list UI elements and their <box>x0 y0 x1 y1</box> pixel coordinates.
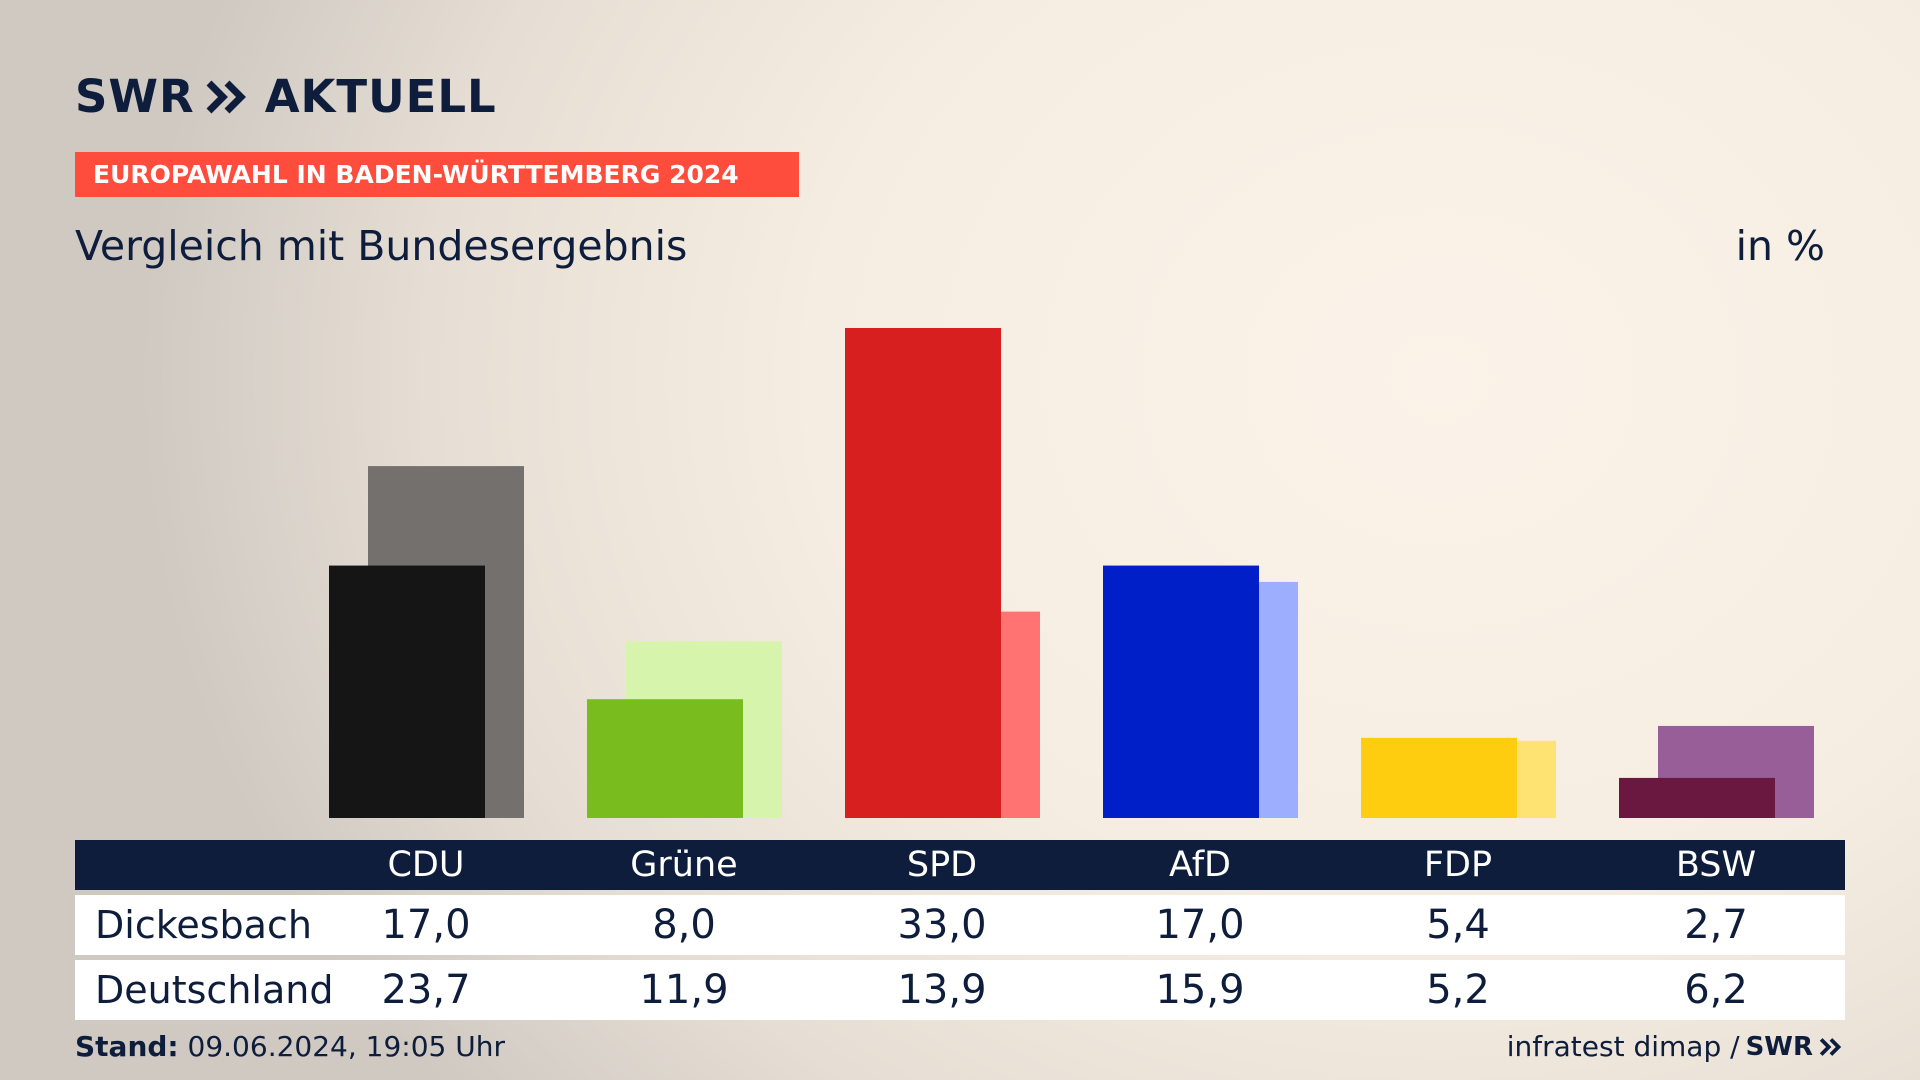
header-cell: FDP <box>1423 845 1493 885</box>
value-cell: 17,0 <box>1155 902 1245 948</box>
header-cell: Grüne <box>630 845 738 885</box>
bar-chart <box>329 328 1814 818</box>
election-banner: EUROPAWAHL IN BADEN-WÜRTTEMBERG 2024 <box>75 152 799 197</box>
source-credit: infratest dimap / SWR <box>1507 1030 1845 1063</box>
value-cell: 5,2 <box>1426 967 1490 1013</box>
header-cell: SPD <box>906 845 978 885</box>
value-cell: 15,9 <box>1155 967 1245 1013</box>
header-cell: BSW <box>1675 845 1757 885</box>
bar-dickesbach-spd <box>845 328 1001 818</box>
bar-dickesbach-cdu <box>329 565 485 818</box>
bar-dickesbach-grüne <box>587 699 743 818</box>
results-table: CDU Grüne SPD AfD FDP BSW Dickesbach 17,… <box>75 840 1845 1020</box>
row-label: Deutschland <box>95 968 334 1012</box>
double-chevron-icon <box>1819 1037 1842 1056</box>
bar-dickesbach-bsw <box>1619 777 1775 818</box>
swr-aktuell-logo: SWR AKTUELL <box>75 70 497 123</box>
bar-dickesbach-fdp <box>1361 737 1517 818</box>
table-row: Deutschland 23,7 11,9 13,9 15,9 5,2 6,2 <box>75 960 1845 1020</box>
source-text: infratest dimap / <box>1506 1030 1740 1063</box>
source-logo: SWR <box>1745 1031 1813 1062</box>
stand-value: 09.06.2024, 19:05 Uhr <box>187 1030 505 1063</box>
row-label: Dickesbach <box>95 903 312 947</box>
chart-subtitle: Vergleich mit Bundesergebnis <box>75 222 688 270</box>
unit-label: in % <box>1735 222 1825 270</box>
value-cell: 5,4 <box>1426 902 1490 948</box>
logo-aktuell-text: AKTUELL <box>264 70 497 123</box>
table-header-row: CDU Grüne SPD AfD FDP BSW <box>75 840 1845 890</box>
value-cell: 17,0 <box>381 902 471 948</box>
value-cell: 6,2 <box>1684 967 1748 1013</box>
value-cell: 33,0 <box>897 902 987 948</box>
stand-label: Stand: <box>75 1030 179 1063</box>
value-cell: 23,7 <box>381 967 471 1013</box>
logo-swr-text: SWR <box>75 70 195 123</box>
header-cell: CDU <box>387 845 465 885</box>
header-cell: AfD <box>1169 845 1231 885</box>
double-chevron-icon <box>206 80 246 113</box>
value-cell: 13,9 <box>897 967 987 1013</box>
timestamp: Stand: 09.06.2024, 19:05 Uhr <box>75 1030 505 1063</box>
value-cell: 8,0 <box>652 902 716 948</box>
table-row: Dickesbach 17,0 8,0 33,0 17,0 5,4 2,7 <box>75 895 1845 955</box>
value-cell: 11,9 <box>639 967 729 1013</box>
value-cell: 2,7 <box>1684 902 1748 948</box>
bar-dickesbach-afd <box>1103 565 1259 818</box>
